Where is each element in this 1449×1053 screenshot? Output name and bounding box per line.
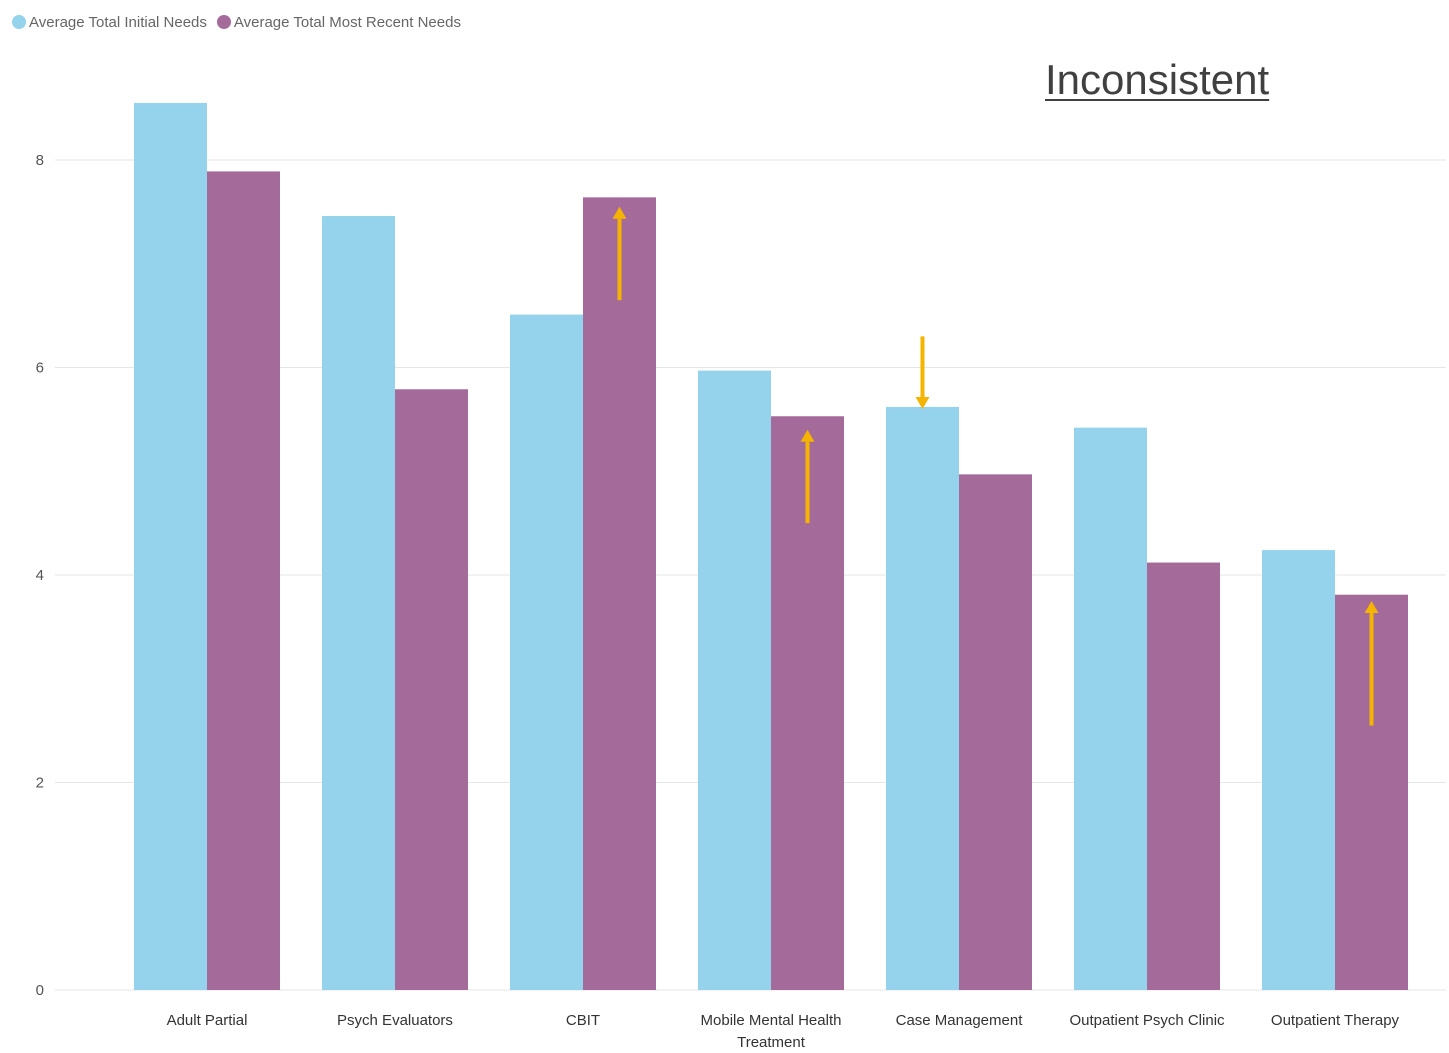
category-label-1: Psych Evaluators	[337, 1012, 453, 1029]
legend-item-recent-needs[interactable]: Average Total Most Recent Needs	[216, 13, 461, 31]
y-tick-label-2: 2	[36, 775, 44, 792]
category-label-2: CBIT	[566, 1012, 600, 1029]
annotation-inconsistent: Inconsistent	[1045, 56, 1270, 103]
y-tick-label-4: 4	[36, 567, 44, 584]
bar-recent-5[interactable]	[1147, 562, 1220, 990]
bar-initial-1[interactable]	[322, 216, 395, 990]
legend-dot-recent	[216, 15, 231, 29]
category-label-4: Case Management	[896, 1012, 1024, 1029]
bar-initial-6[interactable]	[1262, 550, 1335, 990]
arrow-up-icon-0	[612, 206, 627, 219]
legend-item-initial-needs[interactable]: Average Total Initial Needs	[12, 14, 207, 31]
arrow-up-icon-1	[800, 429, 815, 442]
bar-recent-1[interactable]	[395, 389, 468, 991]
bar-recent-2[interactable]	[583, 197, 656, 991]
y-tick-label-6: 6	[36, 360, 44, 377]
bar-initial-5[interactable]	[1074, 427, 1147, 990]
legend-dot-initial	[12, 15, 26, 29]
category-label-6: Outpatient Therapy	[1271, 1012, 1400, 1029]
legend-label-recent: Average Total Most Recent Needs	[233, 13, 461, 31]
legend-label-initial: Average Total Initial Needs	[29, 13, 207, 31]
bar-initial-4[interactable]	[886, 406, 959, 990]
arrow-up-icon-3	[1364, 600, 1379, 613]
bar-initial-3[interactable]	[698, 370, 771, 990]
chart-legend: Average Total Initial Needs Average Tota…	[12, 10, 461, 34]
bar-recent-4[interactable]	[959, 474, 1032, 990]
bar-initial-0[interactable]	[134, 102, 207, 990]
y-tick-label-0: 0	[36, 982, 44, 999]
category-label-0: Adult Partial	[167, 1012, 248, 1029]
category-label-3-line1: Treatment	[737, 1034, 806, 1051]
category-label-5: Outpatient Psych Clinic	[1069, 1012, 1225, 1029]
bar-initial-2[interactable]	[510, 314, 583, 990]
category-label-3: Mobile Mental Health	[701, 1012, 842, 1029]
bar-recent-0[interactable]	[207, 171, 280, 991]
y-tick-label-8: 8	[36, 152, 44, 169]
arrow-down-icon-2	[915, 397, 930, 409]
